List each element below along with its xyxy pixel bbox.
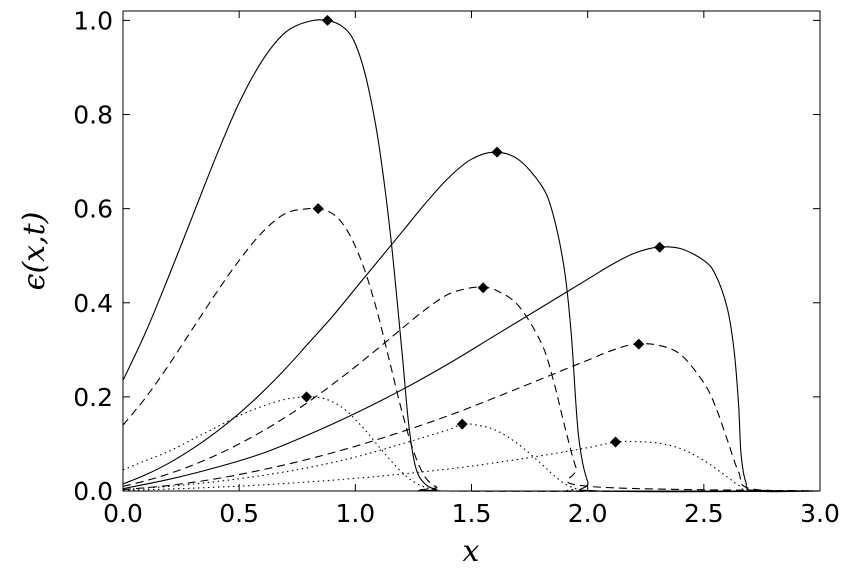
x-tick-label: 3.0 <box>800 499 840 528</box>
series-curve-solid <box>122 19 821 492</box>
plot-frame <box>122 10 821 492</box>
y-axis-label: ϵ(x,t) <box>17 212 52 291</box>
curves <box>122 19 821 493</box>
y-tick-label: 0.2 <box>73 383 113 412</box>
x-tick-label: 0.5 <box>219 499 259 528</box>
tick-labels: 0.0 0.5 1.0 1.5 2.0 2.5 3.0 0.0 0.2 0.4 0.6 0.8 1.0 <box>73 6 840 528</box>
series-curve-dashed <box>122 207 821 492</box>
x-tick-label: 2.5 <box>684 499 724 528</box>
y-tick-label: 0.0 <box>73 477 113 506</box>
series-curve-dotted <box>122 396 821 492</box>
series-curve-solid <box>122 151 821 493</box>
peak-marker <box>312 203 324 215</box>
peak-marker <box>654 241 666 253</box>
x-tick-label: 2.0 <box>568 499 608 528</box>
ticks <box>122 11 821 492</box>
series-curve-dashed <box>122 343 821 492</box>
peak-marker <box>477 282 489 294</box>
series-curve-dashed <box>122 286 821 492</box>
peak-marker <box>491 146 503 158</box>
peak-markers <box>301 14 666 448</box>
y-tick-label: 0.4 <box>73 289 113 318</box>
peak-marker <box>610 436 622 448</box>
series-curve-solid <box>122 246 821 493</box>
y-tick-label: 1.0 <box>73 6 113 35</box>
series-curve-dotted <box>122 422 821 492</box>
x-tick-label: 0.0 <box>103 499 143 528</box>
peak-marker <box>321 14 333 26</box>
peak-marker <box>633 338 645 350</box>
peak-marker <box>301 391 313 403</box>
y-tick-label: 0.6 <box>73 195 113 224</box>
peak-marker <box>456 418 468 430</box>
series-curve-dotted <box>122 440 821 492</box>
x-axis-label: x <box>463 534 480 569</box>
x-tick-label: 1.5 <box>452 499 492 528</box>
x-tick-label: 1.0 <box>335 499 375 528</box>
y-tick-label: 0.8 <box>73 101 113 130</box>
